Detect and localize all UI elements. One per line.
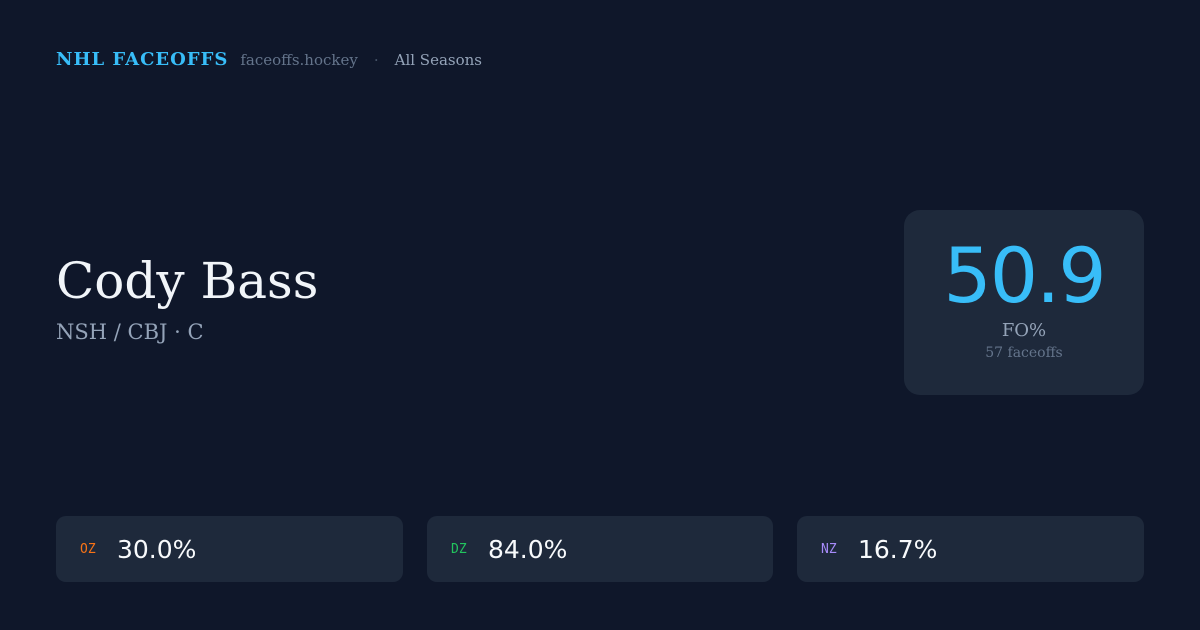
separator: · <box>373 51 379 69</box>
zone-value: 84.0% <box>488 534 568 564</box>
brand-logo[interactable]: NHL FACEOFFS <box>56 49 229 70</box>
faceoff-count: 57 faceoffs <box>985 345 1063 361</box>
player-name: Cody Bass <box>56 252 319 310</box>
player-teams: NSH / CBJ · C <box>56 320 204 344</box>
zone-value: 16.7% <box>858 534 938 564</box>
season-label: All Seasons <box>394 51 482 69</box>
fo-summary-card: 50.9 FO% 57 faceoffs <box>904 210 1144 395</box>
zone-card-dz: DZ 84.0% <box>427 516 773 582</box>
fo-percentage: 50.9 <box>943 231 1106 320</box>
zone-card-nz: NZ 16.7% <box>797 516 1144 582</box>
zone-label: NZ <box>821 541 837 557</box>
fo-label: FO% <box>1001 320 1047 341</box>
zone-label: OZ <box>80 541 96 557</box>
header: NHL FACEOFFS faceoffs.hockey · All Seaso… <box>56 49 482 70</box>
zone-value: 30.0% <box>117 534 197 564</box>
zone-label: DZ <box>451 541 467 557</box>
site-name: faceoffs.hockey <box>240 51 358 69</box>
zone-card-oz: OZ 30.0% <box>56 516 403 582</box>
